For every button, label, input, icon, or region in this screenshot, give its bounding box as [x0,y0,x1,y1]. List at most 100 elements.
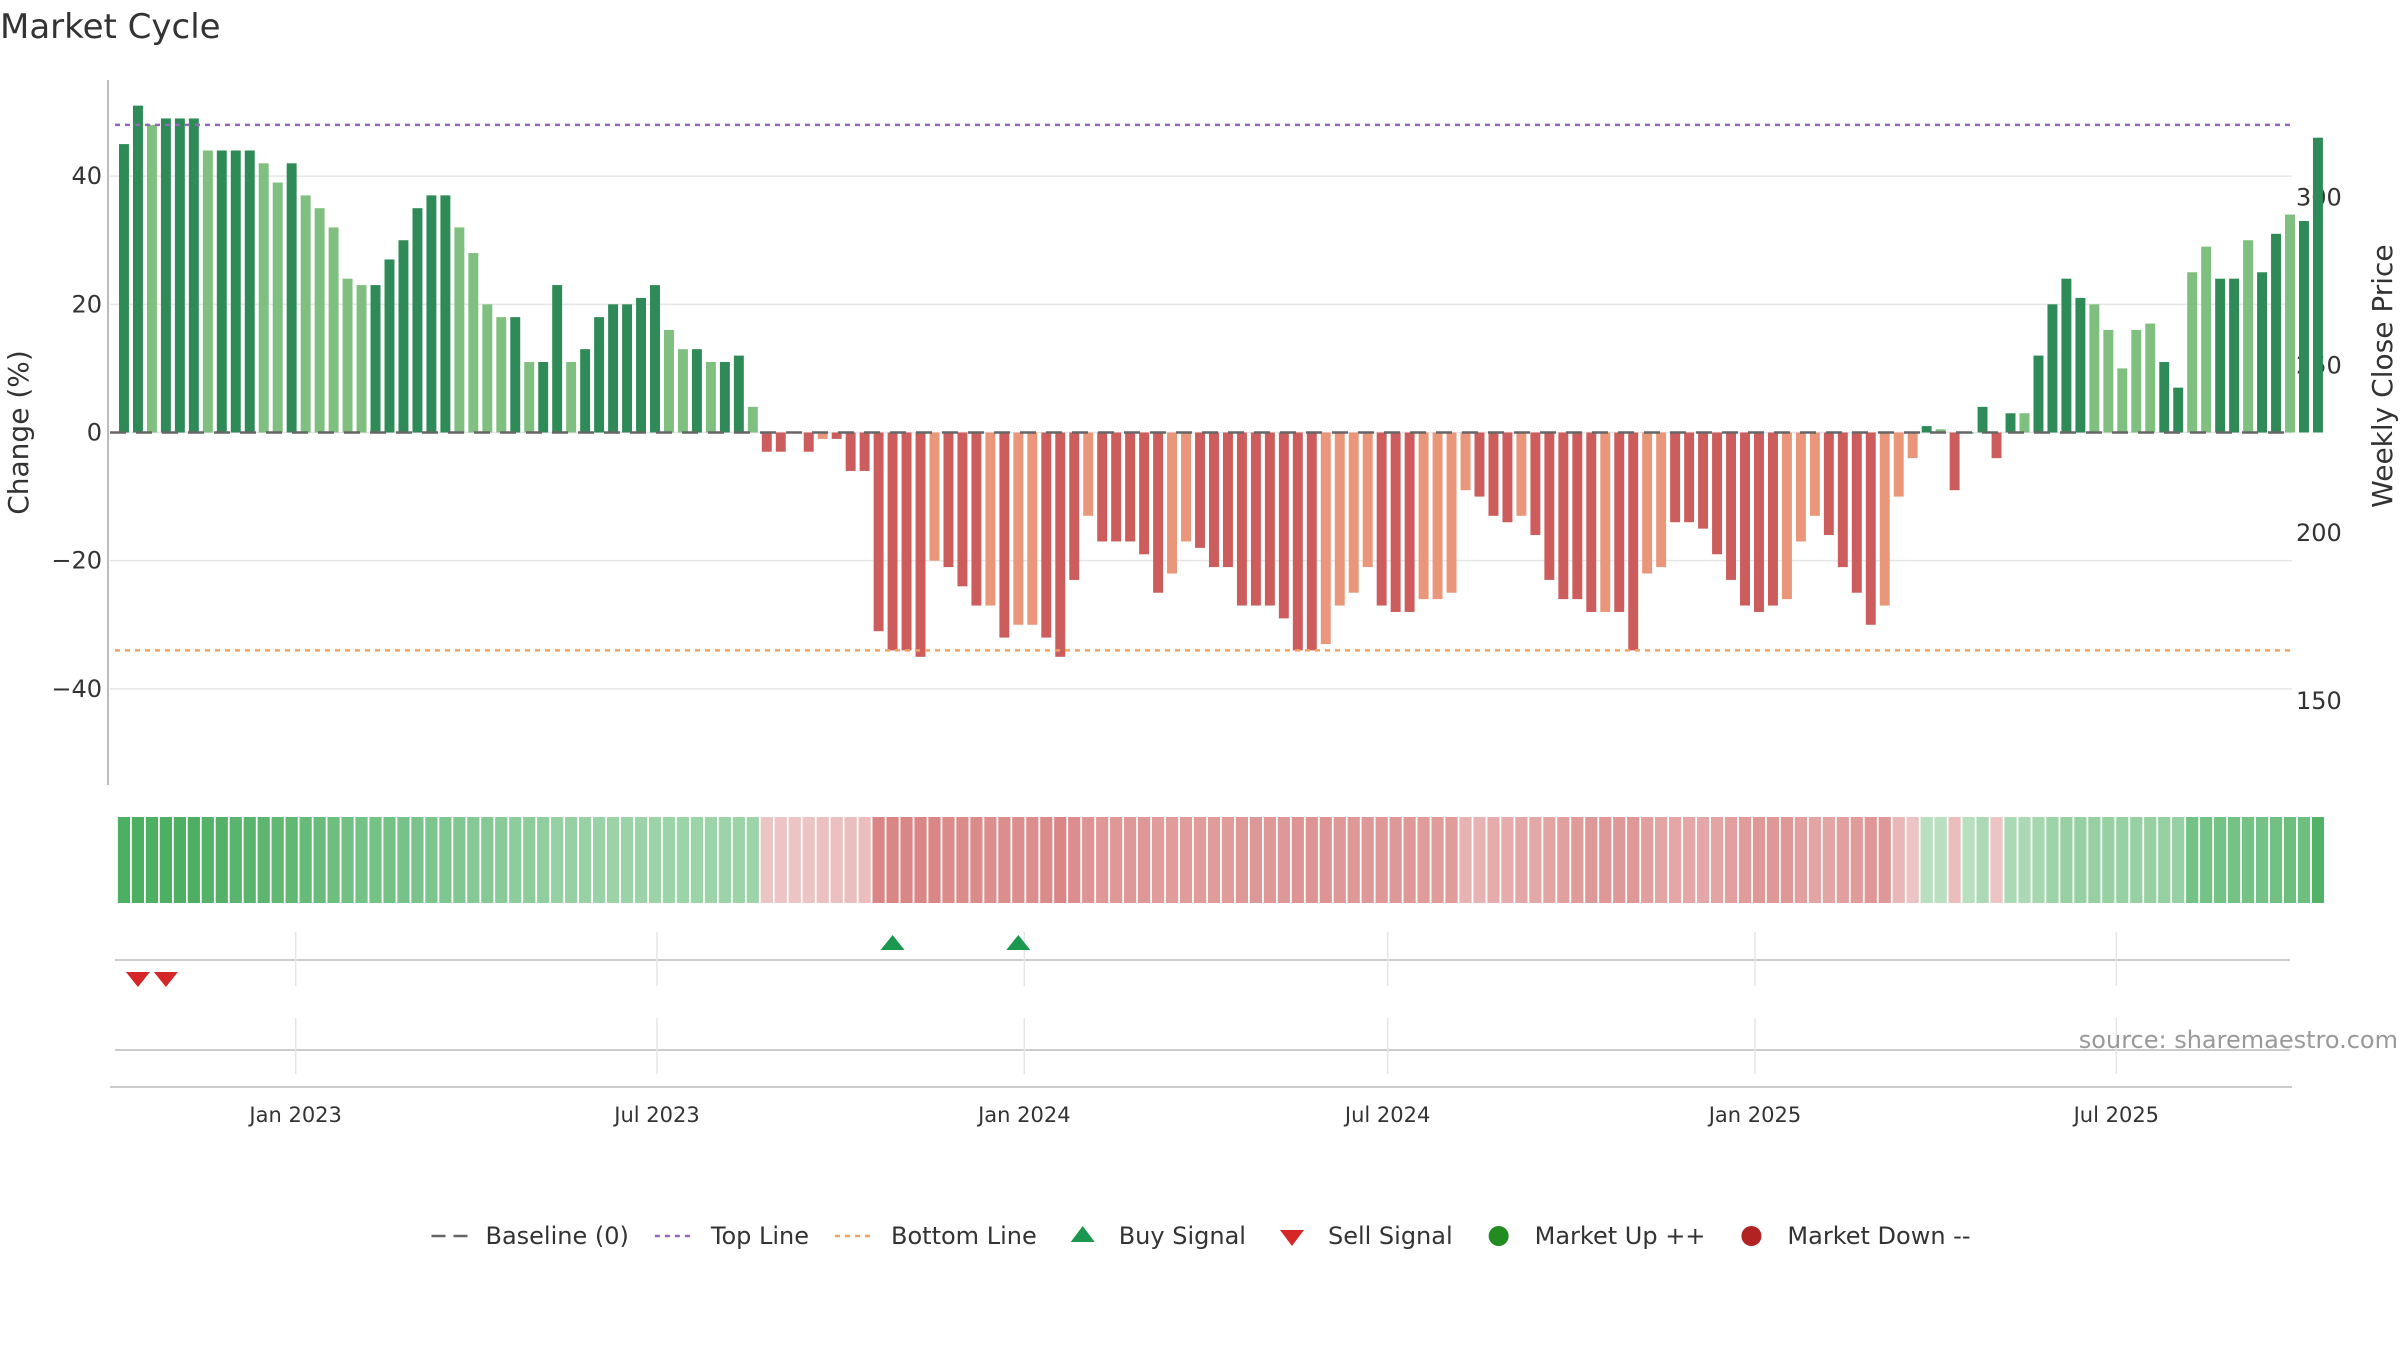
heat-cell [1487,817,1500,903]
heat-cell [551,817,564,903]
heat-cell [2241,817,2255,903]
x-tick-label: Jul 2023 [612,1103,699,1127]
legend: Baseline (0) Top Line Bottom Line Buy Signa… [431,1222,1971,1250]
heat-cell [1207,817,1221,903]
change-bar [1097,432,1108,542]
change-bar [1586,432,1597,612]
heat-cell [802,817,815,903]
change-bar [1460,432,1471,491]
heat-cell [299,817,312,903]
change-bar [454,227,465,433]
change-bar [384,259,395,433]
heat-cell [1934,817,1947,903]
change-bar [1740,432,1750,606]
heat-cell [1976,817,1989,903]
heat-cell [537,817,550,903]
change-bar [775,432,786,452]
heat-cell [1445,817,1458,903]
change-bar [622,304,633,433]
heat-cell [2200,817,2213,903]
heat-cell [1655,817,1668,903]
change-bar [859,432,870,471]
heat-cell [453,817,466,903]
change-bar [552,285,563,433]
sell-signal-marker [125,972,150,987]
change-bar [1334,432,1345,606]
change-bar [2047,304,2058,433]
heat-cell [523,817,536,903]
heat-cell [620,817,634,903]
change-bar [1488,432,1499,516]
change-bar [230,150,241,433]
change-bar [482,304,493,433]
heat-cell [1836,817,1849,903]
legend-label-buy: Buy Signal [1119,1222,1246,1250]
change-bar [1083,432,1094,516]
heat-cell [634,817,648,903]
heat-cell [1110,817,1123,903]
heat-cell [1277,817,1290,903]
change-bar [943,432,954,568]
y-tick-label: 20 [71,290,102,318]
heat-cell [145,817,159,903]
heat-cell [1669,817,1682,903]
heat-cell [704,817,717,903]
signal-panel [115,932,2290,987]
heat-cell [1305,817,1318,903]
heat-cell [2311,817,2325,903]
heat-cell [1613,817,1626,903]
heat-cell [1822,817,1835,903]
change-bar [1362,432,1373,568]
heat-cell [2004,817,2017,903]
change-bar [650,285,660,433]
heat-cell [1515,817,1528,903]
change-bar [873,432,884,632]
change-bar [636,297,646,433]
heat-cell [383,817,396,903]
heat-cell [229,817,242,903]
y-tick-label: −20 [51,547,102,575]
change-bar [2243,240,2254,433]
heat-cell [2297,817,2311,903]
heat-cell [1752,817,1766,903]
change-bar [188,118,199,433]
heat-cell [1068,817,1081,903]
change-bar [258,163,269,433]
change-bar [1376,432,1387,606]
heat-cell [1459,817,1472,903]
heat-cell [1710,817,1724,903]
heat-cell [1291,817,1304,903]
change-bar [1250,432,1261,606]
change-bar [216,150,227,433]
change-bar [566,362,577,433]
heat-cell [313,817,326,903]
heat-cell [732,817,745,903]
change-bar [510,317,521,433]
change-bar [2061,278,2072,433]
y2-tick-label: 200 [2296,519,2342,547]
heat-cell [998,817,1011,903]
heat-cell [1696,817,1710,903]
change-bar [160,118,171,433]
change-bar [286,163,297,433]
change-bar [2075,297,2086,433]
heat-cell [2018,817,2031,903]
change-bar [957,432,968,587]
change-bar [1516,432,1527,516]
change-bar [845,432,856,471]
heat-cell [117,817,131,903]
x-tick-label: Jan 2024 [976,1103,1071,1127]
heat-cell [1431,817,1444,903]
change-bar [1125,432,1136,542]
heat-cell [1599,817,1612,903]
heat-cell [425,817,438,903]
change-bar [1865,432,1876,625]
heat-cell [1808,817,1821,903]
change-bar [691,349,702,433]
change-bar [314,208,325,433]
change-bar [1670,432,1681,523]
change-bar [1656,432,1667,568]
heat-cell [1417,817,1430,903]
change-bar [398,240,409,433]
